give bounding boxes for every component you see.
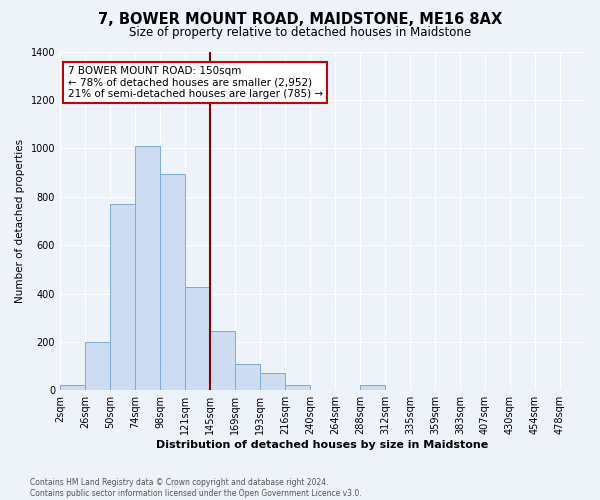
Bar: [285, 386, 310, 390]
Bar: [260, 374, 285, 390]
Y-axis label: Number of detached properties: Number of detached properties: [15, 139, 25, 303]
Text: Size of property relative to detached houses in Maidstone: Size of property relative to detached ho…: [129, 26, 471, 39]
Text: 7, BOWER MOUNT ROAD, MAIDSTONE, ME16 8AX: 7, BOWER MOUNT ROAD, MAIDSTONE, ME16 8AX: [98, 12, 502, 28]
Bar: [85, 342, 110, 390]
Bar: [210, 331, 235, 390]
Bar: [160, 174, 185, 390]
Bar: [135, 146, 160, 390]
Text: 7 BOWER MOUNT ROAD: 150sqm
← 78% of detached houses are smaller (2,952)
21% of s: 7 BOWER MOUNT ROAD: 150sqm ← 78% of deta…: [68, 66, 323, 99]
Bar: [360, 386, 385, 390]
Bar: [235, 364, 260, 390]
Bar: [110, 204, 135, 390]
Bar: [185, 288, 210, 391]
X-axis label: Distribution of detached houses by size in Maidstone: Distribution of detached houses by size …: [157, 440, 488, 450]
Text: Contains HM Land Registry data © Crown copyright and database right 2024.
Contai: Contains HM Land Registry data © Crown c…: [30, 478, 362, 498]
Bar: [60, 386, 85, 390]
